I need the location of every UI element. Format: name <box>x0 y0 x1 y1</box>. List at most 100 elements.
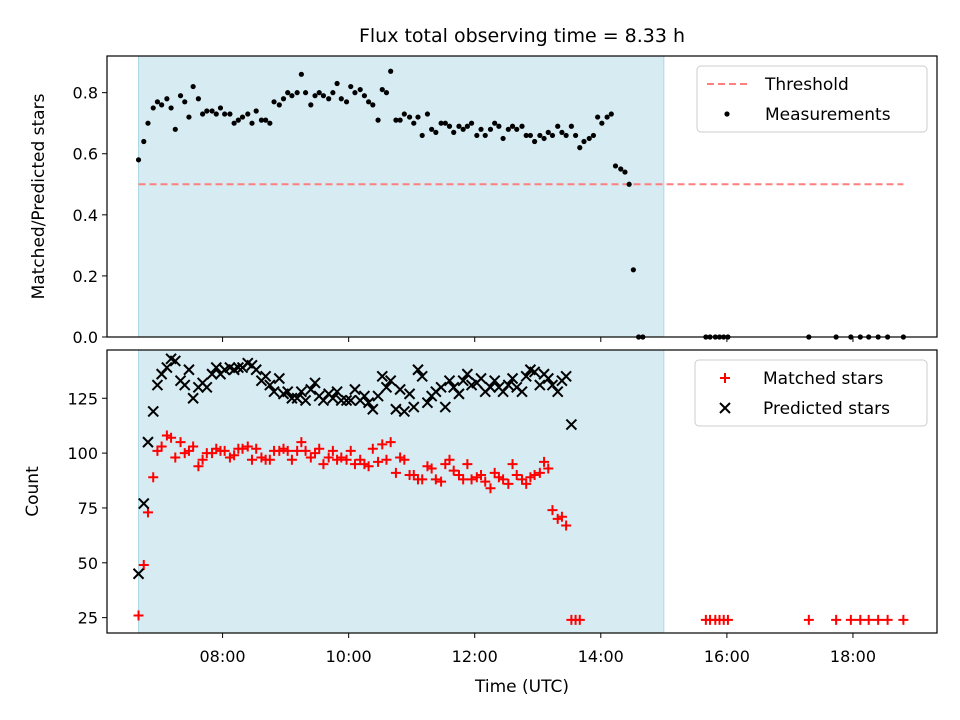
matched-star-point <box>534 467 545 478</box>
matched-star-point <box>219 445 230 456</box>
measurement-point <box>352 90 358 96</box>
x-tick-label: 12:00 <box>452 647 498 666</box>
matched-star-point <box>318 459 329 470</box>
matched-star-point <box>448 465 459 476</box>
matched-star-point <box>863 614 874 625</box>
count-y-tick-label: 75 <box>78 499 98 518</box>
measurement-point <box>545 129 551 135</box>
count-axes-frame <box>106 349 938 634</box>
matched-star-point <box>373 456 384 467</box>
matched-star-point <box>458 474 469 485</box>
measurement-point <box>446 123 453 129</box>
measurement-point <box>586 135 592 142</box>
measurement-point <box>145 120 151 126</box>
measurement-point <box>217 105 224 111</box>
predicted-star-point <box>516 385 528 398</box>
legend-label: Predicted stars <box>763 399 890 419</box>
measurement-point <box>630 267 636 273</box>
matched-star-point <box>349 459 360 470</box>
matched-star-point <box>480 476 491 487</box>
measurement-point <box>289 93 295 99</box>
matched-star-point <box>193 461 204 472</box>
measurement-point <box>622 169 628 175</box>
measurement-point <box>263 117 269 123</box>
predicted-star-point <box>132 568 145 580</box>
series-predicted-stars <box>132 353 578 580</box>
measurement-point <box>532 138 538 145</box>
predicted-star-point <box>187 392 199 404</box>
measurement-point <box>294 90 300 96</box>
measurement-point <box>572 132 579 139</box>
matched-star-point <box>556 511 567 522</box>
measurement-point <box>397 117 403 123</box>
predicted-star-point <box>340 394 353 407</box>
measurement-point <box>370 102 376 108</box>
measurement-point <box>523 132 529 139</box>
measurement-point <box>164 96 170 102</box>
matched-star-point <box>444 454 455 465</box>
predicted-star-point <box>250 364 262 376</box>
predicted-star-point <box>206 368 218 380</box>
measurement-point <box>209 108 215 114</box>
matched-star-point <box>377 439 388 450</box>
measurement-point <box>505 126 511 132</box>
ratio-y-tick-label: 0.4 <box>73 206 98 225</box>
legend-predicted-swatch <box>719 402 731 414</box>
matched-star-point <box>855 614 866 625</box>
predicted-star-point <box>560 370 572 383</box>
measurement-point <box>222 111 228 117</box>
measurement-point <box>285 90 291 96</box>
measurement-point <box>559 129 565 135</box>
matched-star-point <box>251 443 262 454</box>
legend-box <box>696 65 928 133</box>
measurement-point <box>626 181 632 187</box>
count-legend: Matched stars Predicted stars <box>694 359 928 427</box>
predicted-star-point <box>390 403 402 415</box>
predicted-star-point <box>457 375 469 387</box>
measurement-point <box>393 117 399 123</box>
measurement-point <box>375 117 381 123</box>
predicted-star-point <box>179 379 191 391</box>
matched-star-point <box>188 441 199 452</box>
measurement-point <box>419 132 425 139</box>
measurement-point <box>280 96 287 102</box>
measurement-point <box>271 99 277 105</box>
predicted-star-point <box>421 396 434 409</box>
matched-star-point <box>529 470 540 481</box>
measurement-point <box>509 123 516 129</box>
matched-star-point <box>498 474 509 485</box>
x-axis-label: Time (UTC) <box>474 677 569 697</box>
measurement-point <box>177 93 184 99</box>
matched-star-point <box>237 443 248 454</box>
matched-star-point <box>292 445 303 456</box>
predicted-star-point <box>331 385 343 398</box>
x-tick-label: 14:00 <box>578 647 624 666</box>
predicted-star-point <box>435 381 447 394</box>
matched-star-point <box>197 454 208 465</box>
matched-star-point <box>507 459 518 470</box>
matched-star-point <box>286 454 297 465</box>
measurement-point <box>577 145 583 151</box>
measurement-point <box>482 132 488 139</box>
predicted-star-point <box>362 396 375 409</box>
measurement-point <box>401 111 407 117</box>
predicted-star-point <box>327 392 339 404</box>
predicted-star-point <box>439 401 452 413</box>
predicted-star-point <box>183 364 195 376</box>
measurement-point <box>604 114 610 120</box>
ratio-y-axis-label: Matched/Predicted stars <box>29 93 49 299</box>
matched-star-point <box>561 520 572 531</box>
measurement-point <box>383 90 390 96</box>
matched-star-point <box>574 614 585 625</box>
ratio-shaded-region <box>138 55 665 338</box>
predicted-star-point <box>305 383 317 396</box>
matched-star-point <box>170 452 181 463</box>
matched-star-point <box>300 445 311 456</box>
measurement-point <box>492 120 498 126</box>
ratio-panel: 0.0 0.2 0.4 0.6 0.8 Matched/Predicted stars Th… <box>29 55 938 347</box>
matched-star-point <box>246 454 257 465</box>
measurement-point <box>357 86 363 93</box>
predicted-star-point <box>282 385 294 398</box>
predicted-star-point <box>372 390 384 402</box>
measurement-point <box>464 123 470 129</box>
